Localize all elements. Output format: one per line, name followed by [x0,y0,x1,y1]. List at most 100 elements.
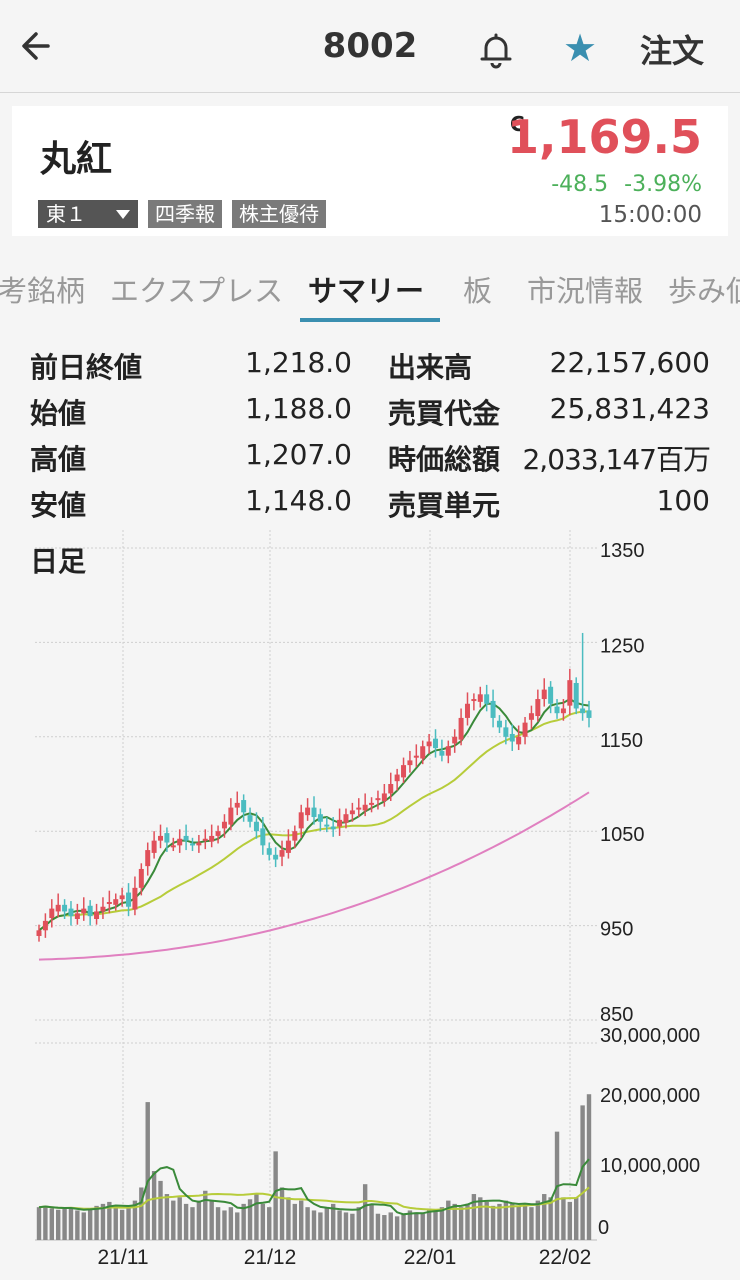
candle-body [138,868,144,888]
candle-body [221,821,227,829]
shikiho-tag[interactable]: 四季報 [148,200,222,228]
tab-market-info[interactable]: 市況情報 [527,274,644,308]
volume-bar [356,1207,361,1240]
volume-bar [151,1171,157,1240]
volume-bar [375,1213,381,1240]
volume-bar [222,1210,227,1240]
price-tick-label: 1250 [600,635,645,657]
volume-bar [292,1203,298,1240]
favorite-star-icon[interactable]: ★ [562,26,598,70]
change-value: -48.5 [551,172,609,197]
volume-ma-short-line [38,1158,590,1216]
candle-body [49,908,55,919]
volume-bar [62,1208,67,1240]
candle-body [189,843,195,846]
volume-bar [439,1207,445,1240]
candle-body [81,908,87,914]
volume-bar [36,1207,42,1240]
volume-bar [471,1194,477,1240]
candle-body [183,835,189,841]
volume-bar [362,1184,368,1240]
candle-body [132,887,138,910]
volume-bar [452,1203,457,1240]
volume-bar [267,1207,272,1240]
volume-bar [286,1197,291,1240]
order-button[interactable]: 注文 [640,32,705,70]
candle-body [74,913,80,919]
candle-body [464,703,470,718]
volume-bar [247,1199,253,1240]
volume-bar [209,1200,214,1240]
volume-bar [510,1203,515,1240]
tab-ticks[interactable]: 歩み値 [668,274,740,308]
candle-body [356,807,362,810]
volume-bar [164,1194,170,1240]
volume-bar [100,1203,106,1240]
tab-summary[interactable]: サマリー [308,274,425,308]
candle-body [458,717,464,740]
volume-bar [516,1205,521,1240]
candle-body [113,899,119,905]
candle-body [452,736,458,744]
volume-bar [330,1203,336,1240]
ma-mid-line [38,710,589,932]
candle-body [337,819,343,827]
candle-body [369,802,375,805]
volume-bar [490,1205,496,1240]
volume-bar [535,1200,541,1240]
volume-bar [203,1190,208,1240]
volume-bar [260,1203,266,1240]
candle-body [580,708,586,714]
volume-tick-label: 20,000,000 [600,1085,700,1107]
candle-body [541,689,547,700]
candle-body [164,833,170,843]
back-arrow-icon[interactable] [18,24,58,68]
candle-body [324,824,330,827]
tab-board[interactable]: 板 [463,274,493,308]
ma-long-line [38,791,590,961]
volume-bar [337,1210,342,1240]
candle-body [349,810,355,815]
bell-icon[interactable] [474,28,518,72]
volume-bar [414,1212,419,1240]
candle-body [388,784,394,794]
tab-express[interactable]: エクスプレス [110,274,284,308]
volume-bar [324,1208,329,1240]
volume-bar [343,1212,349,1240]
tag-row: 東１ 四季報 株主優待 [38,200,326,228]
current-price: 1,169.5 [507,110,702,164]
candle-body [273,854,279,860]
volume-bar [132,1200,138,1240]
volume-bar [107,1201,112,1240]
candle-body [522,722,528,737]
candle-body [170,845,176,848]
high-label: 高値 [30,443,87,476]
volume-bar [299,1200,304,1240]
open-value: 1,188.0 [245,392,352,425]
volume-bar [542,1194,547,1240]
yutai-tag[interactable]: 株主優待 [232,200,326,228]
tab-bar: 考銘柄 エクスプレス サマリー 板 市況情報 歩み値 [0,236,740,322]
change-percent: -3.98% [624,172,702,197]
candle-body [68,908,74,917]
tab-related[interactable]: 考銘柄 [0,274,86,308]
candle-body [209,835,215,842]
stock-name: 丸紅 [40,139,113,180]
volume-bar [81,1212,86,1240]
volume-bar [87,1208,93,1240]
volume-bar [369,1203,374,1240]
volume-bar [478,1197,483,1240]
low-label: 安値 [30,489,87,522]
price-tick-label: 1350 [600,540,645,562]
volume-bar [426,1208,432,1240]
market-select[interactable]: 東１ [38,200,138,228]
candle-body [42,920,48,931]
volume-bar [420,1213,425,1240]
candle-body [573,682,579,709]
volume-bar [458,1207,464,1240]
candle-body [343,814,349,823]
volume-bar [529,1207,534,1240]
candle-body [586,710,592,718]
volume-bar [567,1201,573,1240]
